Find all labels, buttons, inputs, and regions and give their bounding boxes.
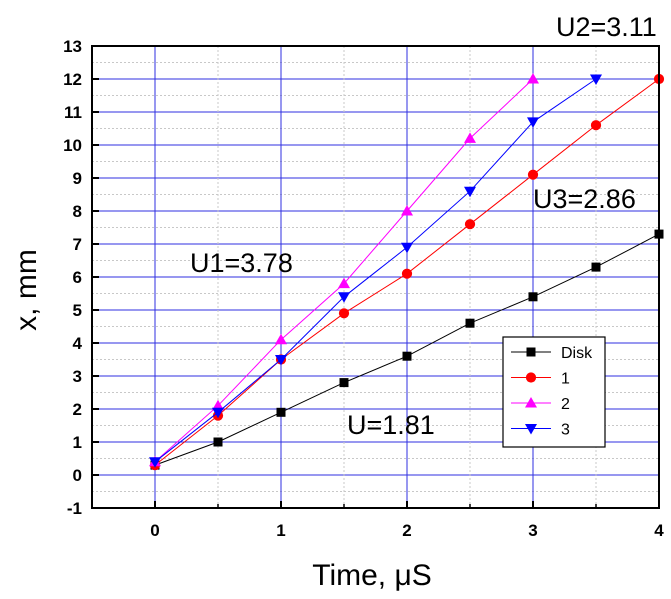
data-point — [213, 437, 223, 447]
data-point — [212, 407, 224, 419]
legend-marker — [526, 347, 536, 357]
x-tick-label: 3 — [528, 521, 537, 540]
data-point — [527, 117, 539, 128]
y-tick-label: 5 — [73, 301, 82, 320]
y-tick-label: 10 — [63, 136, 82, 155]
data-point — [338, 308, 350, 319]
legend-item: 1 — [511, 371, 570, 388]
annotation-u3: U3=2.86 — [533, 184, 636, 214]
y-tick-label: 6 — [73, 268, 82, 287]
annotation-u1: U1=3.78 — [190, 248, 293, 278]
data-point — [401, 268, 413, 279]
y-tick-label: 4 — [73, 334, 83, 353]
y-tick-label: 9 — [73, 169, 82, 188]
legend-marker — [525, 397, 537, 408]
y-tick-label: 13 — [63, 37, 82, 56]
annotation-u: U=1.81 — [347, 410, 435, 440]
data-point — [590, 120, 602, 131]
legend-item: 2 — [511, 396, 570, 413]
x-tick-label: 1 — [276, 521, 285, 540]
annotation-u2: U2=3.11 — [556, 12, 657, 42]
data-point — [591, 262, 601, 272]
data-point — [338, 292, 350, 303]
series-line — [154, 78, 597, 463]
data-point — [528, 292, 538, 302]
series-2 — [149, 73, 539, 467]
y-tick-label: 0 — [73, 466, 82, 485]
x-tick-label: 4 — [654, 521, 664, 540]
legend-label: 1 — [561, 371, 570, 388]
data-point — [527, 73, 539, 84]
legend-item: Disk — [511, 345, 593, 362]
x-axis-label: Time, μS — [312, 559, 432, 592]
data-point — [149, 457, 161, 468]
legend-label: Disk — [561, 345, 593, 362]
y-tick-label: 2 — [73, 400, 82, 419]
y-tick-label: 11 — [64, 103, 82, 122]
legend-label: 3 — [561, 422, 570, 439]
data-point — [527, 169, 539, 180]
y-axis-label: x, mm — [10, 249, 43, 331]
series-3 — [149, 74, 602, 468]
data-point — [401, 205, 413, 216]
legend-marker — [525, 372, 537, 383]
data-point — [212, 399, 224, 411]
legend-label: 2 — [561, 396, 570, 413]
y-tick-label: 12 — [63, 70, 82, 89]
data-point — [338, 277, 350, 289]
x-tick-label: 0 — [150, 521, 159, 540]
y-tick-label: -1 — [67, 499, 82, 518]
y-tick-label: 3 — [73, 367, 82, 386]
legend-marker — [525, 424, 537, 435]
legend: Disk 1 2 3 — [502, 336, 606, 448]
data-point — [275, 355, 287, 366]
y-tick-label: 7 — [73, 235, 82, 254]
data-point — [464, 186, 476, 198]
legend-item: 3 — [511, 422, 570, 439]
data-point — [401, 242, 413, 254]
data-point — [464, 219, 476, 230]
data-point — [402, 351, 412, 361]
x-tick-label: 2 — [402, 521, 411, 540]
data-point — [339, 378, 349, 388]
data-point — [464, 132, 476, 143]
data-point — [465, 318, 475, 328]
data-point — [590, 74, 602, 85]
series-layer — [149, 73, 665, 471]
series-disk — [150, 229, 664, 470]
y-tick-label: 8 — [73, 202, 82, 221]
data-point — [276, 407, 286, 417]
data-point — [275, 333, 287, 345]
y-tick-label: 1 — [73, 433, 82, 452]
